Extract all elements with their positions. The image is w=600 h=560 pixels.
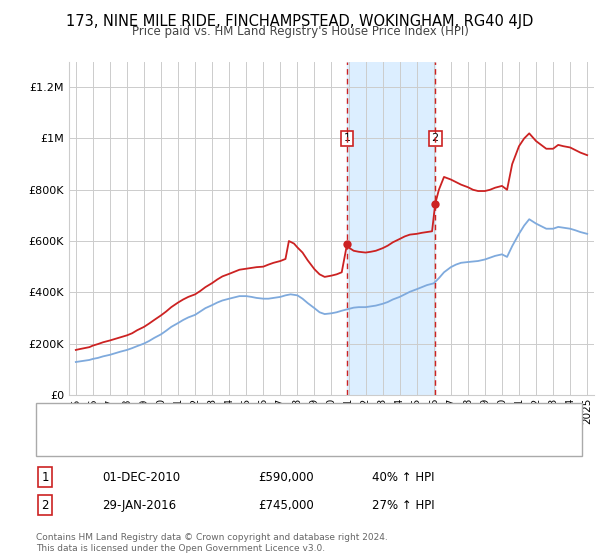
Text: HPI: Average price, detached house, Wokingham: HPI: Average price, detached house, Woki… bbox=[75, 438, 318, 448]
Text: 27% ↑ HPI: 27% ↑ HPI bbox=[372, 498, 434, 512]
Text: 173, NINE MILE RIDE, FINCHAMPSTEAD, WOKINGHAM, RG40 4JD: 173, NINE MILE RIDE, FINCHAMPSTEAD, WOKI… bbox=[67, 14, 533, 29]
Text: 40% ↑ HPI: 40% ↑ HPI bbox=[372, 470, 434, 484]
Text: 01-DEC-2010: 01-DEC-2010 bbox=[102, 470, 180, 484]
Bar bbox=[347, 62, 435, 395]
Text: 2: 2 bbox=[41, 498, 49, 512]
Text: 173, NINE MILE RIDE, FINCHAMPSTEAD, WOKINGHAM, RG40 4JD (detached house): 173, NINE MILE RIDE, FINCHAMPSTEAD, WOKI… bbox=[75, 413, 485, 423]
Text: £745,000: £745,000 bbox=[258, 498, 314, 512]
Text: £590,000: £590,000 bbox=[258, 470, 314, 484]
Text: Contains HM Land Registry data © Crown copyright and database right 2024.
This d: Contains HM Land Registry data © Crown c… bbox=[36, 533, 388, 553]
Text: Price paid vs. HM Land Registry's House Price Index (HPI): Price paid vs. HM Land Registry's House … bbox=[131, 25, 469, 38]
Text: 1: 1 bbox=[344, 133, 350, 143]
Text: 29-JAN-2016: 29-JAN-2016 bbox=[102, 498, 176, 512]
Text: 1: 1 bbox=[41, 470, 49, 484]
Text: 2: 2 bbox=[431, 133, 439, 143]
